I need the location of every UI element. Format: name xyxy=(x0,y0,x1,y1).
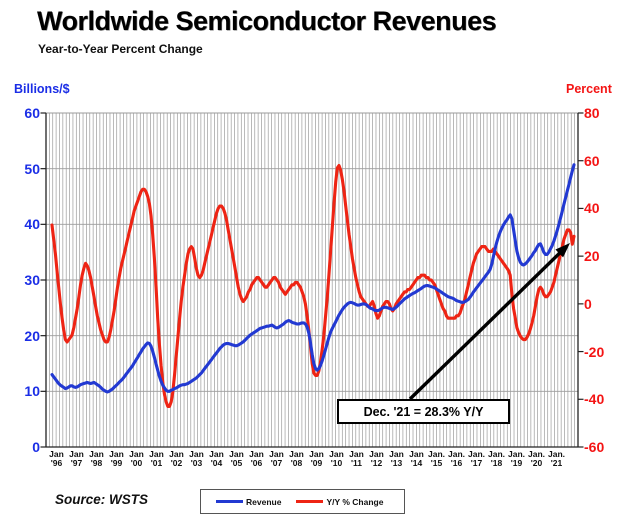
x-axis-tick-label: Jan '03 xyxy=(189,449,204,468)
left-axis-tick-label: 10 xyxy=(24,383,40,400)
right-axis-tick-label: -60 xyxy=(584,439,605,455)
x-axis-tick-label: Jan '12 xyxy=(369,449,384,468)
right-axis-tick-labels: 80 60 40 20 0 -20 -40 -60 xyxy=(584,0,630,523)
yoy-change-line xyxy=(50,163,576,408)
x-axis-tick-labels: Jan '96 Jan '97 Jan '98 Jan '99 Jan '00 Jan '01 Jan '… xyxy=(0,450,640,472)
x-axis-tick-label: Jan. '20 xyxy=(527,449,545,468)
right-axis-tick-label: -20 xyxy=(584,343,605,360)
left-axis-tick-labels: 60 50 40 30 20 10 0 xyxy=(6,0,40,523)
right-axis-tick-label: 80 xyxy=(584,105,600,121)
x-axis-tick-label: Jan '04 xyxy=(209,449,224,468)
x-axis-tick-label: Jan '99 xyxy=(109,449,124,468)
x-axis-tick-label: Jan. '18 xyxy=(487,449,505,468)
yoy-line-swatch xyxy=(296,500,324,503)
legend-label-revenue: Revenue xyxy=(246,496,282,507)
x-axis-tick-label: Jan '09 xyxy=(309,449,324,468)
x-axis-tick-label: Jan '11 xyxy=(349,449,364,468)
data-callout-box: Dec. '21 = 28.3% Y/Y xyxy=(337,399,510,424)
chart-title: Worldwide Semiconductor Revenues xyxy=(37,6,497,36)
left-axis-tick-label: 0 xyxy=(32,439,40,455)
x-axis-tick-label: Jan '05 xyxy=(229,449,244,468)
annotation-arrow-line xyxy=(408,247,566,401)
legend-box: Revenue Y/Y % Change xyxy=(200,489,405,514)
x-axis-tick-label: Jan '96 xyxy=(49,449,64,468)
legend-item-revenue: Revenue xyxy=(216,497,281,507)
right-axis-unit-label: Percent xyxy=(566,82,612,96)
x-axis-tick-label: Jan. '17 xyxy=(467,449,485,468)
x-axis-tick-label: Jan. '19 xyxy=(507,449,525,468)
chart-subtitle: Year-to-Year Percent Change xyxy=(38,42,203,56)
left-axis-tick-label: 20 xyxy=(24,327,40,344)
legend-item-yoy: Y/Y % Change xyxy=(296,497,383,507)
x-axis-tick-label: Jan '06 xyxy=(249,449,264,468)
right-axis-tick-label: 20 xyxy=(584,248,600,265)
x-axis-tick-label: Jan. '21 xyxy=(547,449,565,468)
revenue-line xyxy=(50,163,576,394)
x-axis-tick-label: Jan. '15 xyxy=(427,449,445,468)
x-axis-tick-label: Jan '08 xyxy=(289,449,304,468)
legend-label-yoy: Y/Y % Change xyxy=(326,496,384,507)
x-axis-tick-label: Jan. '16 xyxy=(447,449,465,468)
left-axis-tick-label: 40 xyxy=(24,216,40,233)
x-axis-tick-label: Jan '14 xyxy=(409,449,424,468)
x-axis-tick-label: Jan '00 xyxy=(129,449,144,468)
left-axis-tick-label: 30 xyxy=(24,272,40,288)
x-axis-tick-label: Jan '01 xyxy=(149,449,164,468)
x-axis-tick-label: Jan '97 xyxy=(69,449,84,468)
right-axis-tick-label: 40 xyxy=(584,200,600,217)
revenue-line-swatch xyxy=(216,500,243,503)
left-axis-unit-label: Billions/$ xyxy=(14,82,70,96)
x-axis-tick-label: Jan '02 xyxy=(169,449,184,468)
right-axis-tick-label: 60 xyxy=(584,152,600,169)
annotation-arrow-head xyxy=(555,243,570,258)
x-axis-tick-label: Jan '13 xyxy=(389,449,404,468)
data-callout-text: Dec. '21 = 28.3% Y/Y xyxy=(363,404,484,419)
x-axis-tick-label: Jan '10 xyxy=(329,449,344,468)
source-note: Source: WSTS xyxy=(55,492,149,507)
x-axis-tick-label: Jan '98 xyxy=(89,449,104,468)
right-axis-tick-label: -40 xyxy=(584,391,605,408)
x-axis-tick-label: Jan '07 xyxy=(269,449,284,468)
left-axis-tick-label: 50 xyxy=(24,160,40,177)
left-axis-tick-label: 60 xyxy=(24,105,40,121)
right-axis-tick-label: 0 xyxy=(584,295,592,312)
